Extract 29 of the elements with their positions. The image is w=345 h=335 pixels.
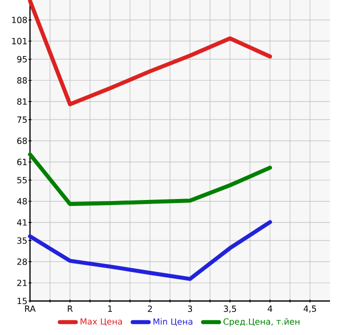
y-tick-label: 75 — [17, 116, 27, 123]
y-tick-label: 95 — [17, 56, 27, 62]
line-series — [28, 0, 272, 106]
y-tick-label: 81 — [17, 98, 27, 105]
y-tick-label: 15 — [18, 298, 27, 304]
y-tick-label: 68 — [17, 138, 27, 144]
x-tick-label: 2 — [148, 306, 152, 312]
y-tick-label: 108 — [12, 16, 27, 24]
y-tick-label: 28 — [17, 258, 27, 265]
x-tick-label: 3 — [188, 306, 192, 312]
y-tick-label: 101 — [12, 38, 27, 44]
legend-label: Max Цена — [80, 318, 122, 326]
y-tick-label: 88 — [17, 77, 27, 84]
x-tick-label: 4,5 — [304, 306, 316, 313]
legend-label: Сред.Цена, т.йен — [224, 318, 300, 326]
x-tick-label: 4 — [268, 306, 272, 312]
y-tick-label: 61 — [17, 158, 27, 166]
line-series — [28, 152, 272, 206]
line-series — [28, 220, 272, 281]
y-tick-label: 55 — [17, 176, 27, 184]
x-tick-label: 1 — [108, 306, 112, 312]
y-tick-label: 35 — [17, 237, 27, 244]
legend-label: Min Цена — [154, 318, 192, 326]
x-tick-label: R — [68, 306, 73, 312]
y-tick-label: 21 — [17, 280, 27, 286]
y-tick-label: 48 — [17, 198, 27, 204]
x-tick-label: 3,5 — [224, 306, 236, 313]
y-tick-label: 41 — [17, 219, 27, 226]
x-tick-label: RA — [25, 306, 36, 312]
